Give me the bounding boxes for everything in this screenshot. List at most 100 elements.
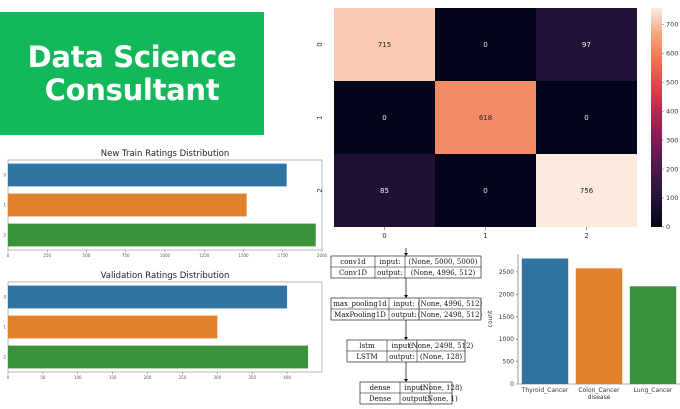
y-axis-label: count	[487, 310, 494, 328]
bar-0	[521, 258, 569, 384]
layer-type: Conv1D	[339, 269, 367, 277]
bar-2	[629, 286, 677, 384]
cell-value: 715	[378, 41, 391, 49]
x-axis-label: disease	[588, 394, 611, 401]
arrow-head	[404, 295, 408, 298]
input-label: input:	[392, 342, 413, 350]
heatmap-cell	[435, 81, 536, 154]
heatmap-cell	[334, 154, 435, 227]
colorbar-tick-label: 200	[666, 165, 678, 173]
input-label: input:	[380, 258, 401, 266]
cell-value: 97	[582, 41, 591, 49]
input-label: input:	[394, 300, 415, 308]
banner-line-2: Consultant	[44, 72, 220, 107]
title-banner: Data Science Consultant	[0, 12, 264, 135]
x-tick-label: 0	[7, 375, 10, 380]
colorbar-tick-label: 700	[666, 20, 678, 28]
x-tick-label: Thyroid_Cancer	[521, 387, 569, 394]
input-shape: (None, 5000, 5000)	[409, 258, 478, 266]
x-tick-label: 250	[179, 375, 187, 380]
heatmap-cell	[334, 8, 435, 81]
input-shape: (None, 4996, 512)	[418, 300, 483, 308]
output-label: output:	[377, 269, 403, 277]
y-tick-label: 2	[3, 355, 6, 360]
cell-value: 0	[483, 187, 487, 195]
x-tick-label: 250	[43, 253, 51, 258]
bar-0	[8, 285, 288, 309]
cell-value: 0	[483, 41, 487, 49]
input-shape: (None, 128)	[420, 384, 463, 392]
heatmap-cell	[536, 8, 637, 81]
x-tick-label: 300	[214, 375, 222, 380]
y-tick-label: 1000	[499, 336, 514, 343]
cell-value: 618	[479, 114, 492, 122]
col-label: 1	[483, 232, 487, 240]
y-tick-label: 2000	[499, 291, 514, 298]
output-shape: (None, 128)	[420, 353, 463, 361]
disease-count-chart: 0 500 1000 1500 2000 2500 Thyroid_Cancer Colon_…	[487, 254, 680, 401]
cell-value: 0	[584, 114, 588, 122]
heatmap-cell	[334, 81, 435, 154]
row-label: 0	[316, 42, 324, 46]
x-tick-label: 50	[40, 375, 46, 380]
arrow-head	[404, 253, 408, 256]
output-shape: (None, 1)	[424, 395, 458, 403]
layer-type: MaxPooling1D	[334, 311, 386, 319]
y-tick-label: 0	[3, 173, 6, 178]
cell-value: 0	[382, 114, 386, 122]
col-label: 2	[584, 232, 588, 240]
heatmap-cell	[536, 81, 637, 154]
layer-name: dense	[370, 384, 391, 392]
colorbar-tick-label: 400	[666, 107, 678, 115]
cell-value: 756	[580, 187, 594, 195]
input-shape: (None, 2498, 512)	[409, 342, 474, 350]
heatmap-cell	[435, 8, 536, 81]
x-tick-label: 350	[248, 375, 256, 380]
output-shape: (None, 4996, 512)	[411, 269, 476, 277]
y-tick-label: 0	[3, 295, 6, 300]
x-tick-label: 0	[7, 253, 10, 258]
x-tick-label: 400	[283, 375, 291, 380]
x-tick-label: 100	[74, 375, 82, 380]
y-tick-label: 2	[3, 233, 6, 238]
x-tick-label: 750	[122, 253, 130, 258]
bar-1	[8, 193, 247, 217]
x-tick-label: Colon_Cancer	[578, 387, 620, 394]
chart-title: Validation Ratings Distribution	[101, 271, 230, 281]
y-tick-label: 500	[503, 359, 515, 366]
colorbar-tick-label: 0	[666, 223, 670, 231]
confusion-matrix-heatmap: 715 0 97 0 618 0 85 0 756 0 1 2 0 1 2 0 100 200 300 400 500 6…	[316, 8, 678, 240]
output-label: output:	[391, 311, 417, 319]
heatmap-cell	[536, 154, 637, 227]
bar-0	[8, 163, 287, 187]
train-ratings-chart: New Train Ratings Distribution 0 1 2 0 250 500…	[3, 149, 328, 258]
arrow-head	[404, 337, 408, 340]
y-tick-label: 2500	[499, 269, 514, 276]
layer-type: Dense	[369, 395, 391, 403]
colorbar-tick-label: 300	[666, 136, 678, 144]
row-label: 2	[316, 188, 324, 192]
x-tick-label: 500	[83, 253, 91, 258]
colorbar	[651, 8, 662, 227]
colorbar-tick-label: 100	[666, 194, 678, 202]
arrow-head	[404, 379, 408, 382]
colorbar-tick-label: 600	[666, 49, 678, 57]
bar-2	[8, 345, 309, 369]
layer-name: lstm	[359, 342, 375, 350]
bar-1	[8, 315, 218, 339]
x-tick-label: 1500	[238, 253, 249, 258]
banner-line-1: Data Science	[27, 39, 237, 74]
y-tick-label: 0	[510, 381, 514, 388]
x-tick-label: 1750	[278, 253, 289, 258]
chart-title: New Train Ratings Distribution	[101, 149, 229, 159]
layer-type: LSTM	[356, 353, 377, 361]
x-tick-label: 2000	[317, 253, 328, 258]
x-tick-label: 1250	[199, 253, 210, 258]
bar-1	[575, 268, 623, 384]
y-tick-label: 1	[3, 203, 6, 208]
bar-2	[8, 223, 316, 247]
output-shape: (None, 2498, 512)	[418, 311, 483, 319]
layer-name: max_pooling1d	[333, 300, 387, 308]
cell-value: 85	[380, 187, 389, 195]
col-label: 0	[382, 232, 386, 240]
